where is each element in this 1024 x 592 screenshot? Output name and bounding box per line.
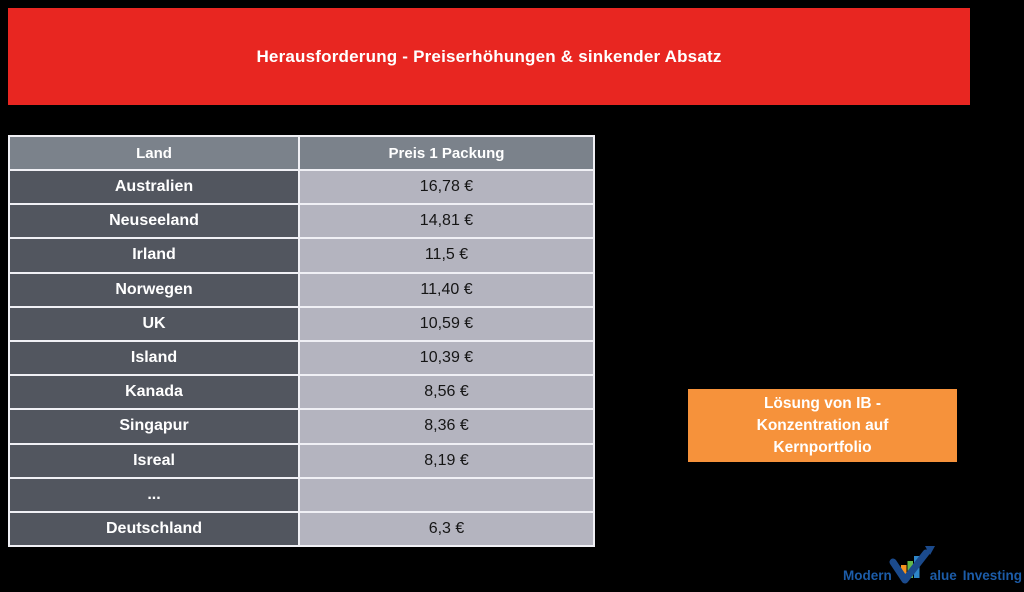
cell-land: ... bbox=[10, 478, 298, 511]
cell-preis: 10,59 € bbox=[300, 307, 593, 340]
solution-line-2: Konzentration auf bbox=[756, 416, 889, 434]
table-row: Australien 16,78 € bbox=[10, 171, 593, 204]
cell-land: Singapur bbox=[10, 410, 298, 443]
solution-line-1: Lösung von IB - bbox=[763, 394, 882, 412]
cell-preis: 11,5 € bbox=[300, 239, 593, 272]
cell-land: UK bbox=[10, 307, 298, 340]
cell-preis: 16,78 € bbox=[300, 171, 593, 204]
table-row: Deutschland 6,3 € bbox=[10, 512, 593, 546]
cell-land: Kanada bbox=[10, 376, 298, 409]
cell-land: Deutschland bbox=[10, 512, 298, 546]
cell-land: Island bbox=[10, 341, 298, 375]
table-row: Norwegen 11,40 € bbox=[10, 273, 593, 306]
cell-preis: 8,56 € bbox=[300, 376, 593, 409]
cell-land: Australien bbox=[10, 171, 298, 204]
solution-box: Lösung von IB - Konzentration auf Kernpo… bbox=[688, 389, 957, 462]
title-banner: Herausforderung - Preiserhöhungen & sink… bbox=[8, 8, 970, 105]
checkmark-growth-arrow-icon bbox=[889, 546, 935, 584]
cell-preis: 10,39 € bbox=[300, 341, 593, 375]
table-header-row: Land Preis 1 Packung bbox=[10, 137, 593, 169]
cell-preis: 8,36 € bbox=[300, 410, 593, 443]
cell-land: Irland bbox=[10, 239, 298, 272]
cell-preis: 11,40 € bbox=[300, 273, 593, 306]
slide-title: Herausforderung - Preiserhöhungen & sink… bbox=[256, 46, 722, 66]
table-row: Neuseeland 14,81 € bbox=[10, 205, 593, 238]
cell-land: Neuseeland bbox=[10, 205, 298, 238]
logo-word-value-rest: alue bbox=[929, 567, 957, 583]
table-row: UK 10,59 € bbox=[10, 307, 593, 340]
column-header-preis: Preis 1 Packung bbox=[300, 137, 593, 169]
table-row: Isreal 8,19 € bbox=[10, 444, 593, 477]
logo-word-investing: Investing bbox=[962, 567, 1022, 583]
column-header-land: Land bbox=[10, 137, 298, 169]
solution-line-3: Kernportfolio bbox=[773, 438, 872, 456]
cell-land: Isreal bbox=[10, 444, 298, 477]
cell-preis: 14,81 € bbox=[300, 205, 593, 238]
table-row: Island 10,39 € bbox=[10, 341, 593, 375]
cell-land: Norwegen bbox=[10, 273, 298, 306]
table-row: ... bbox=[10, 478, 593, 511]
table-row: Kanada 8,56 € bbox=[10, 376, 593, 409]
table-row: Singapur 8,36 € bbox=[10, 410, 593, 443]
cell-preis bbox=[300, 478, 593, 511]
price-table: Land Preis 1 Packung Australien 16,78 € Ne… bbox=[8, 135, 595, 547]
cell-preis: 6,3 € bbox=[300, 512, 593, 546]
cell-preis: 8,19 € bbox=[300, 444, 593, 477]
table-row: Irland 11,5 € bbox=[10, 239, 593, 272]
brand-logo: Modern alue Investing bbox=[843, 545, 1022, 584]
logo-word-modern: Modern bbox=[842, 567, 892, 583]
